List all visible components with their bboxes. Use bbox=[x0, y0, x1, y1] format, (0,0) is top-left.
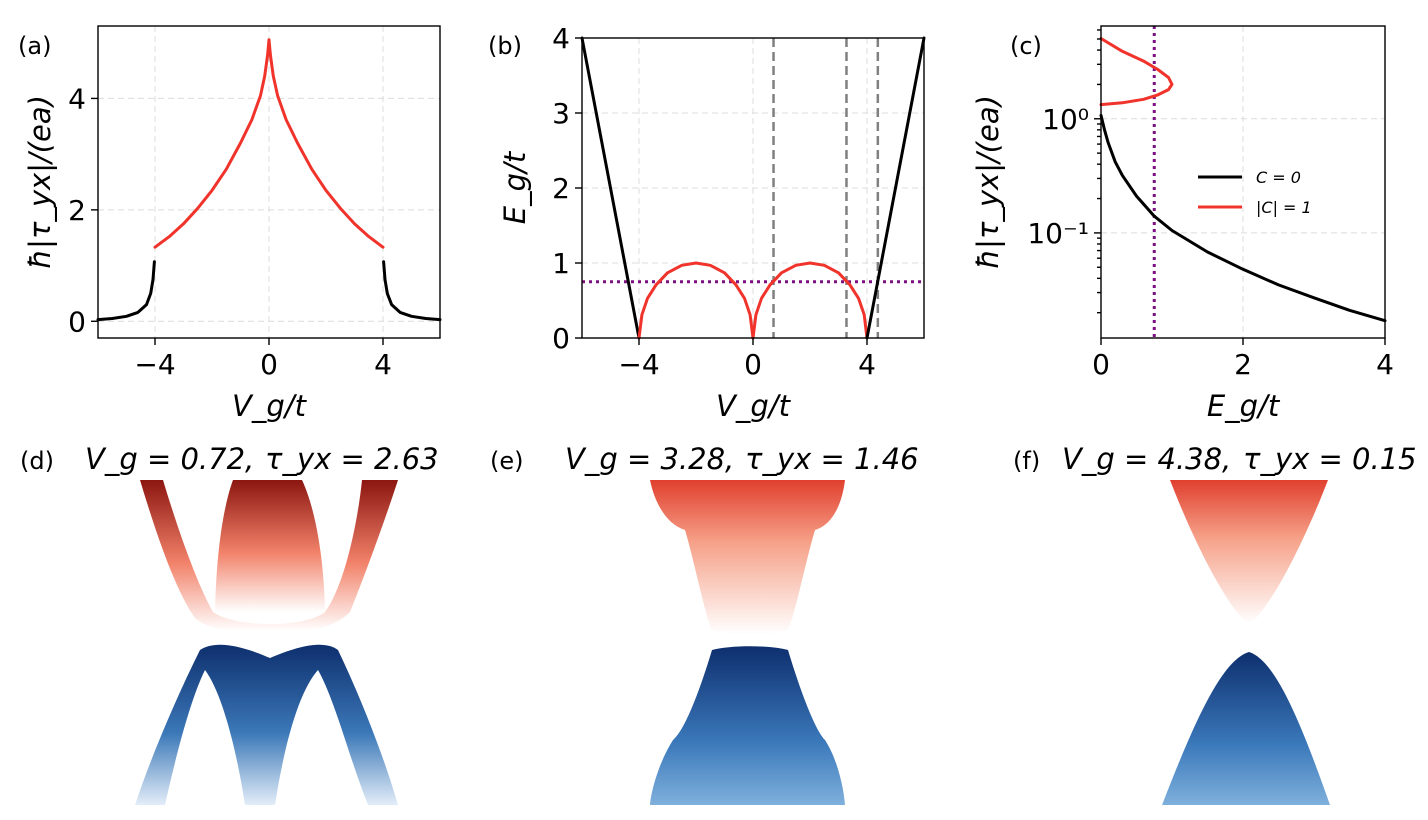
panel-a-xlabel-text: V_g/t bbox=[232, 389, 308, 423]
panel-f-bands bbox=[1162, 480, 1330, 805]
panel-b-ylabel: E_g/t bbox=[498, 150, 532, 224]
series-line bbox=[267, 38, 385, 249]
panel-f-vg: V_g = 4.38, bbox=[1062, 442, 1231, 476]
x-tick-label: 0 bbox=[744, 348, 762, 381]
panel-f-label: (f) bbox=[1013, 447, 1040, 475]
panel-e-label: (e) bbox=[490, 447, 524, 475]
panel-b-reference-lines bbox=[582, 38, 924, 338]
y-tick-label: 1 bbox=[552, 247, 570, 280]
panel-b-grid bbox=[582, 37, 924, 339]
panel-a-series bbox=[96, 38, 442, 322]
y-tick-label: 10⁰ bbox=[1042, 103, 1089, 136]
y-tick-label: 2 bbox=[68, 194, 86, 227]
x-tick-label: 2 bbox=[1234, 348, 1252, 381]
panel-a-label: (a) bbox=[18, 32, 51, 60]
panel-c-ylabel: ħ|τ_yx|/(ea) bbox=[971, 95, 1005, 269]
panel-d-tau: τ_yx = 2.63 bbox=[265, 442, 439, 476]
panel-a-y-ticks: 0 2 4 bbox=[68, 82, 98, 338]
panel-a: (a) −4 0 4 0 2 4 V_g/t ħ|τ_yx|/(ea) bbox=[18, 25, 442, 423]
x-tick-label: 0 bbox=[1092, 348, 1110, 381]
legend-label-c1: |C| = 1 bbox=[1256, 198, 1312, 217]
panel-f-title: (f) V_g = 4.38, τ_yx = 0.15 bbox=[1013, 442, 1417, 476]
series-line bbox=[865, 36, 926, 340]
series-line bbox=[1099, 37, 1174, 107]
panel-e-tau: τ_yx = 1.46 bbox=[745, 442, 919, 476]
panel-d-conduction-peak bbox=[215, 480, 325, 612]
x-tick-label: 4 bbox=[858, 348, 876, 381]
x-tick-label: −4 bbox=[618, 348, 659, 381]
y-tick-label: 3 bbox=[552, 97, 570, 130]
x-tick-label: 4 bbox=[1376, 348, 1394, 381]
panel-e-vg: V_g = 3.28, bbox=[565, 442, 734, 476]
panel-e-bands bbox=[650, 480, 845, 805]
panel-f-tau: τ_yx = 0.15 bbox=[1243, 442, 1417, 476]
panel-e-valence-band bbox=[650, 646, 845, 805]
legend-label-c0: C = 0 bbox=[1256, 168, 1301, 187]
x-tick-label: −4 bbox=[134, 348, 175, 381]
series-line bbox=[1099, 113, 1387, 323]
y-tick-label: 0 bbox=[68, 305, 86, 338]
panel-c-legend: C = 0 |C| = 1 bbox=[1198, 168, 1312, 217]
y-tick-label: 2 bbox=[552, 172, 570, 205]
panel-b-xlabel: V_g/t bbox=[716, 389, 792, 423]
panel-d-label: (d) bbox=[20, 447, 54, 475]
panel-a-grid bbox=[98, 26, 440, 338]
x-tick-label: 0 bbox=[260, 348, 278, 381]
series-line bbox=[580, 36, 641, 340]
panel-d-vg: V_g = 0.72, bbox=[85, 442, 254, 476]
series-line bbox=[382, 260, 442, 322]
panel-b-label: (b) bbox=[488, 32, 522, 60]
series-line bbox=[153, 38, 271, 249]
y-tick-label: 4 bbox=[68, 82, 86, 115]
panel-c-series bbox=[1099, 37, 1387, 323]
series-line bbox=[637, 261, 755, 340]
panel-a-x-ticks: −4 0 4 bbox=[134, 338, 392, 381]
x-tick-label: 4 bbox=[374, 348, 392, 381]
panel-e-conduction-band bbox=[650, 480, 845, 635]
panel-c-x-ticks: 0 2 4 bbox=[1092, 338, 1394, 381]
panel-a-xlabel: V_g/t bbox=[232, 389, 308, 423]
panel-c-label: (c) bbox=[1010, 32, 1042, 60]
panel-d-title: (d) V_g = 0.72, τ_yx = 2.63 bbox=[20, 442, 439, 476]
panel-e-title: (e) V_g = 3.28, τ_yx = 1.46 bbox=[490, 442, 919, 476]
panel-c-xlabel: E_g/t bbox=[1207, 389, 1281, 423]
y-tick-label: 0 bbox=[552, 322, 570, 355]
panel-d-conduction-band bbox=[140, 480, 398, 631]
panel-f-valence-band bbox=[1162, 652, 1330, 805]
panel-a-ylabel: ħ|τ_yx|/(ea) bbox=[23, 95, 57, 269]
panel-c: (c) 0 2 4 10⁻¹ 10⁰ C = 0 |C| = 1 E_g/t ħ|τ_… bbox=[971, 25, 1394, 423]
panel-b-series bbox=[580, 36, 926, 340]
panel-b-x-ticks: −4 0 4 bbox=[618, 338, 876, 381]
y-tick-label: 10⁻¹ bbox=[1027, 217, 1089, 250]
y-tick-label: 4 bbox=[552, 22, 570, 55]
panel-d-bands bbox=[135, 480, 398, 805]
panel-d-valence-band bbox=[135, 644, 398, 805]
panel-b-y-ticks: 0 1 2 3 4 bbox=[552, 22, 582, 355]
series-line bbox=[751, 261, 869, 340]
panel-c-y-ticks: 10⁻¹ 10⁰ bbox=[1027, 29, 1101, 314]
panel-f-conduction-band bbox=[1170, 480, 1328, 624]
series-line bbox=[96, 260, 156, 322]
panel-c-grid bbox=[1100, 26, 1386, 338]
panel-b: (b) −4 0 4 0 1 2 3 4 V_g/t E_g/t bbox=[488, 22, 926, 423]
